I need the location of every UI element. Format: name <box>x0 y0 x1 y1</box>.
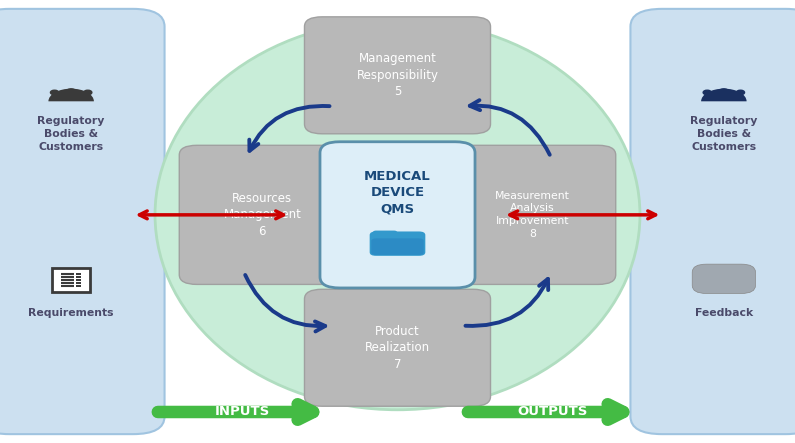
Circle shape <box>83 90 92 95</box>
FancyBboxPatch shape <box>630 9 795 434</box>
FancyBboxPatch shape <box>304 17 491 134</box>
FancyArrowPatch shape <box>245 275 325 331</box>
FancyBboxPatch shape <box>304 289 491 406</box>
Text: Regulatory
Bodies &
Customers: Regulatory Bodies & Customers <box>37 116 105 152</box>
Text: Regulatory
Bodies &
Customers: Regulatory Bodies & Customers <box>690 116 758 152</box>
Circle shape <box>703 90 712 95</box>
Wedge shape <box>701 89 747 101</box>
Text: Measurement
Analysis
Improvement
8: Measurement Analysis Improvement 8 <box>495 190 570 239</box>
FancyBboxPatch shape <box>76 279 81 281</box>
FancyBboxPatch shape <box>52 268 90 292</box>
FancyArrowPatch shape <box>470 100 549 155</box>
Circle shape <box>50 90 59 95</box>
FancyBboxPatch shape <box>76 282 81 284</box>
Text: Resources
Management
6: Resources Management 6 <box>223 192 301 238</box>
FancyBboxPatch shape <box>76 273 81 275</box>
Text: MEDICAL
DEVICE
QMS: MEDICAL DEVICE QMS <box>364 170 431 215</box>
FancyBboxPatch shape <box>373 230 398 238</box>
FancyBboxPatch shape <box>370 231 425 256</box>
FancyBboxPatch shape <box>0 9 165 434</box>
FancyBboxPatch shape <box>320 142 475 288</box>
Wedge shape <box>48 89 94 101</box>
Text: Management
Responsibility
5: Management Responsibility 5 <box>356 52 439 98</box>
Text: Product
Realization
7: Product Realization 7 <box>365 325 430 371</box>
Text: Requirements: Requirements <box>29 308 114 319</box>
FancyBboxPatch shape <box>76 285 81 287</box>
FancyBboxPatch shape <box>76 276 81 278</box>
Circle shape <box>736 90 745 95</box>
FancyArrowPatch shape <box>250 106 330 151</box>
FancyBboxPatch shape <box>450 145 615 284</box>
FancyBboxPatch shape <box>692 264 755 294</box>
FancyArrowPatch shape <box>465 279 549 326</box>
FancyBboxPatch shape <box>180 145 345 284</box>
Polygon shape <box>722 286 730 292</box>
Ellipse shape <box>155 20 640 410</box>
Circle shape <box>66 89 76 94</box>
Text: INPUTS: INPUTS <box>215 404 270 418</box>
Text: OUTPUTS: OUTPUTS <box>518 404 588 418</box>
FancyBboxPatch shape <box>371 238 424 255</box>
Circle shape <box>719 89 729 94</box>
Text: Feedback: Feedback <box>695 308 753 319</box>
